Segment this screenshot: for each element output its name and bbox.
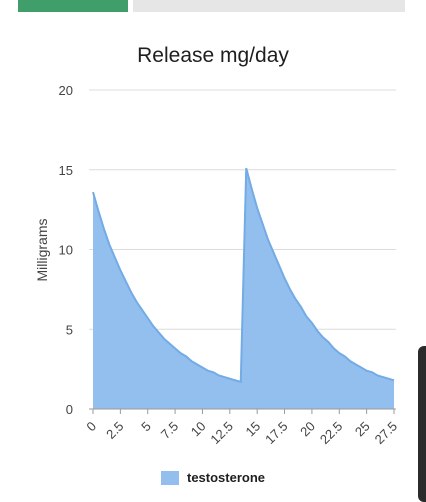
x-tick-label: 5 — [138, 419, 154, 435]
series-line-testosterone — [92, 167, 395, 384]
x-tick-label: 2.5 — [103, 419, 126, 442]
x-tick-label: 7.5 — [158, 419, 181, 442]
y-tick-label: 0 — [66, 402, 73, 417]
tab-inactive[interactable] — [133, 0, 405, 12]
tab-active[interactable] — [18, 0, 128, 12]
x-tick-label: 10 — [188, 419, 209, 440]
tab-bar — [0, 0, 426, 14]
chart-title: Release mg/day — [137, 44, 289, 67]
x-tick-label: 27.5 — [372, 419, 401, 448]
legend-swatch — [161, 470, 179, 485]
x-tick-label: 0 — [83, 419, 99, 435]
y-tick-label: 15 — [59, 163, 73, 178]
y-tick-label: 10 — [59, 243, 73, 258]
x-tick-label: 20 — [297, 419, 318, 440]
y-tick-label: 20 — [59, 83, 73, 98]
x-tick-label: 12.5 — [207, 419, 236, 448]
scroll-edge-handle[interactable] — [418, 346, 426, 502]
x-tick-label: 15 — [242, 419, 263, 440]
y-tick-label: 5 — [66, 322, 73, 337]
legend-label: testosterone — [187, 470, 266, 485]
x-tick-label: 22.5 — [317, 419, 346, 448]
x-tick-label: 17.5 — [262, 419, 291, 448]
legend: testosterone — [161, 470, 265, 485]
x-tick-label: 25 — [352, 419, 373, 440]
